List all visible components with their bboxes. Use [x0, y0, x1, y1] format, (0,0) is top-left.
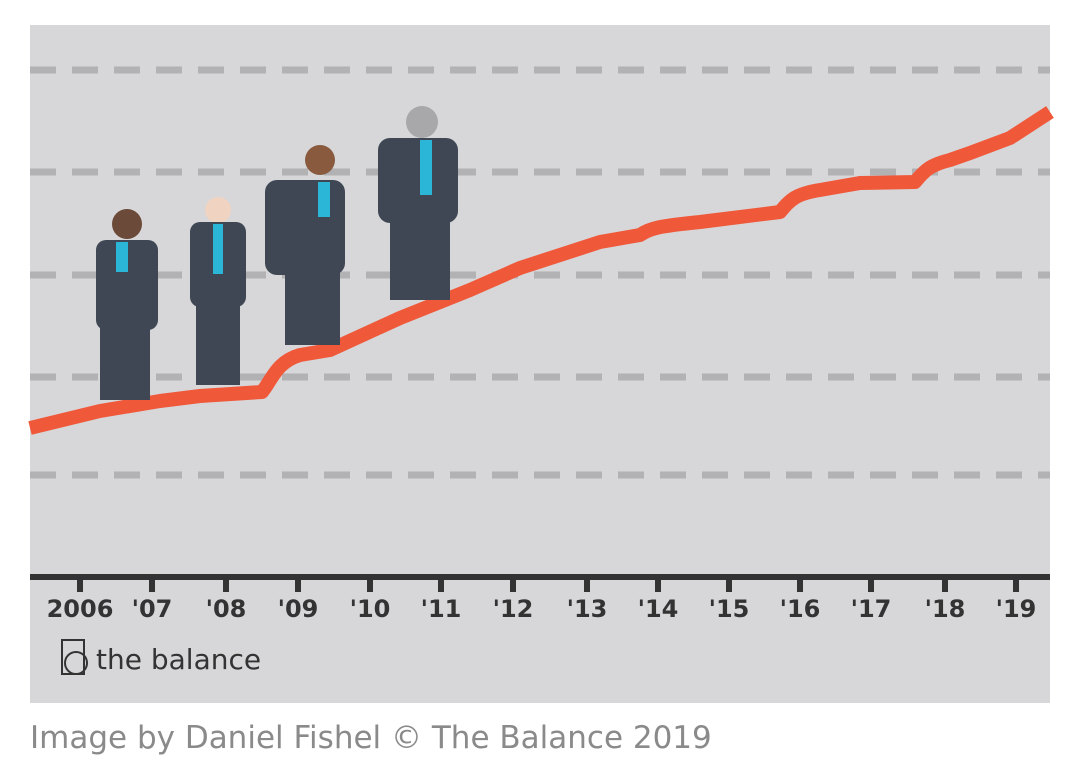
x-tick-label: '09 [278, 595, 319, 623]
x-tick-label: 2006 [47, 595, 114, 623]
caption: Image by Daniel Fishel © The Balance 201… [30, 720, 712, 756]
trend-line [28, 106, 1054, 435]
logo-text: the balance [96, 643, 261, 676]
x-tick-label: '11 [421, 595, 462, 623]
x-tick-label: '18 [925, 595, 966, 623]
x-tick-label: '15 [709, 595, 750, 623]
x-axis: 2006 '07 '08 '09 '10 '11 '12 '13 '14 '15 '16 '17 '18… [47, 577, 1037, 623]
background [30, 25, 1050, 703]
x-tick-label: '12 [493, 595, 534, 623]
x-tick-label: '13 [567, 595, 608, 623]
x-tick-label: '07 [132, 595, 173, 623]
logo: the balance [61, 639, 261, 676]
x-tick-label: '08 [206, 595, 247, 623]
x-tick-label: '17 [851, 595, 892, 623]
x-tick-label: '10 [350, 595, 391, 623]
figures [96, 106, 458, 400]
x-tick-label: '19 [996, 595, 1037, 623]
x-tick-label: '16 [780, 595, 821, 623]
x-tick-label: '14 [638, 595, 679, 623]
